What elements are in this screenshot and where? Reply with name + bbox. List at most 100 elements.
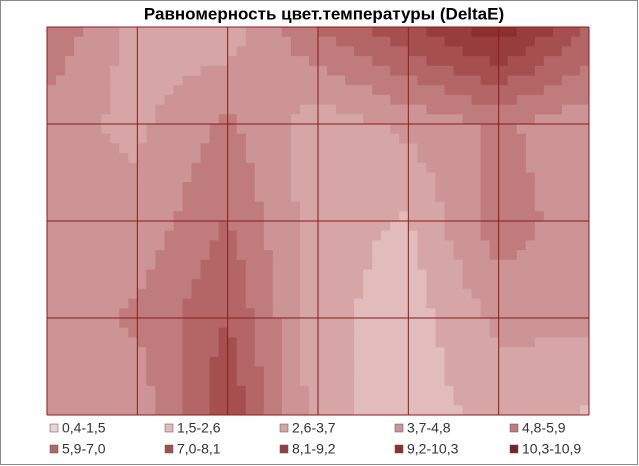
contour-cell (164, 376, 174, 387)
contour-cell (173, 201, 183, 212)
contour-cell (236, 27, 247, 38)
contour-cell (489, 298, 500, 309)
contour-cell (47, 327, 57, 338)
contour-cell (146, 201, 156, 212)
contour-cell (462, 162, 472, 173)
contour-cell (119, 182, 129, 193)
contour-cell (471, 201, 481, 212)
contour-cell (272, 114, 283, 125)
contour-cell (543, 385, 554, 396)
contour-cell (498, 259, 509, 270)
contour-cell (128, 318, 138, 329)
contour-cell (480, 347, 491, 358)
contour-cell (110, 182, 120, 193)
contour-cell (65, 221, 75, 232)
contour-cell (281, 405, 292, 416)
contour-cell (155, 65, 165, 76)
contour-cell (543, 211, 554, 222)
contour-cell (471, 114, 481, 125)
contour-cell (363, 405, 373, 416)
contour-cell (128, 347, 138, 358)
contour-cell (101, 298, 111, 309)
contour-cell (471, 153, 481, 164)
contour-cell (417, 269, 427, 280)
contour-cell (444, 405, 454, 416)
contour-cell (236, 94, 247, 105)
contour-cell (272, 191, 283, 202)
contour-cell (417, 395, 427, 406)
contour-cell (263, 288, 274, 299)
legend-swatch (394, 444, 404, 454)
contour-cell (354, 133, 364, 144)
contour-cell (128, 250, 138, 261)
contour-cell (65, 259, 75, 270)
contour-cell (462, 201, 472, 212)
contour-cell (299, 46, 310, 57)
contour-cell (281, 56, 292, 67)
contour-cell (65, 172, 75, 183)
contour-cell (471, 124, 481, 135)
contour-cell (408, 318, 418, 329)
contour-cell (56, 279, 66, 290)
contour-cell (200, 94, 210, 105)
contour-cell (209, 250, 220, 261)
contour-cell (381, 211, 391, 222)
contour-cell (128, 337, 138, 348)
contour-cell (462, 279, 472, 290)
contour-cell (182, 327, 192, 338)
contour-cell (299, 36, 310, 47)
contour-cell (570, 376, 581, 387)
contour-cell (245, 405, 256, 416)
contour-cell (525, 221, 536, 232)
contour-cell (164, 85, 174, 96)
contour-cell (318, 405, 328, 416)
legend-swatch (279, 423, 289, 433)
contour-cell (390, 172, 400, 183)
contour-cell (290, 182, 301, 193)
contour-cell (218, 356, 229, 367)
contour-cell (570, 385, 581, 396)
contour-cell (435, 114, 445, 125)
contour-cell (254, 308, 265, 319)
contour-cell (543, 347, 554, 358)
contour-cell (390, 269, 400, 280)
contour-cell (191, 366, 201, 377)
contour-cell (498, 288, 509, 299)
contour-cell (236, 221, 247, 232)
contour-cell (254, 94, 265, 105)
contour-cell (182, 46, 192, 57)
contour-cell (164, 124, 174, 135)
contour-cell (579, 75, 590, 86)
contour-cell (236, 36, 247, 47)
contour-cell (471, 56, 481, 67)
contour-cell (579, 162, 590, 173)
contour-cell (182, 259, 192, 270)
contour-cell (227, 250, 238, 261)
contour-cell (453, 75, 463, 86)
contour-cell (525, 308, 536, 319)
contour-cell (363, 201, 373, 212)
contour-cell (299, 27, 310, 38)
contour-cell (263, 201, 274, 212)
contour-cell (390, 114, 400, 125)
contour-cell (579, 46, 590, 57)
contour-cell (390, 133, 400, 144)
contour-cell (489, 259, 500, 270)
contour-cell (272, 104, 283, 115)
contour-cell (245, 288, 256, 299)
contour-cell (507, 288, 518, 299)
contour-cell (155, 376, 165, 387)
contour-cell (444, 27, 454, 38)
contour-cell (155, 250, 165, 261)
contour-cell (561, 308, 572, 319)
contour-cell (227, 85, 238, 96)
contour-cell (471, 347, 481, 358)
contour-cell (408, 162, 418, 173)
contour-cell (354, 211, 364, 222)
contour-cell (552, 356, 563, 367)
contour-cell (299, 308, 310, 319)
contour-cell (56, 288, 66, 299)
contour-cell (372, 133, 382, 144)
contour-cell (263, 347, 274, 358)
contour-cell (336, 376, 346, 387)
